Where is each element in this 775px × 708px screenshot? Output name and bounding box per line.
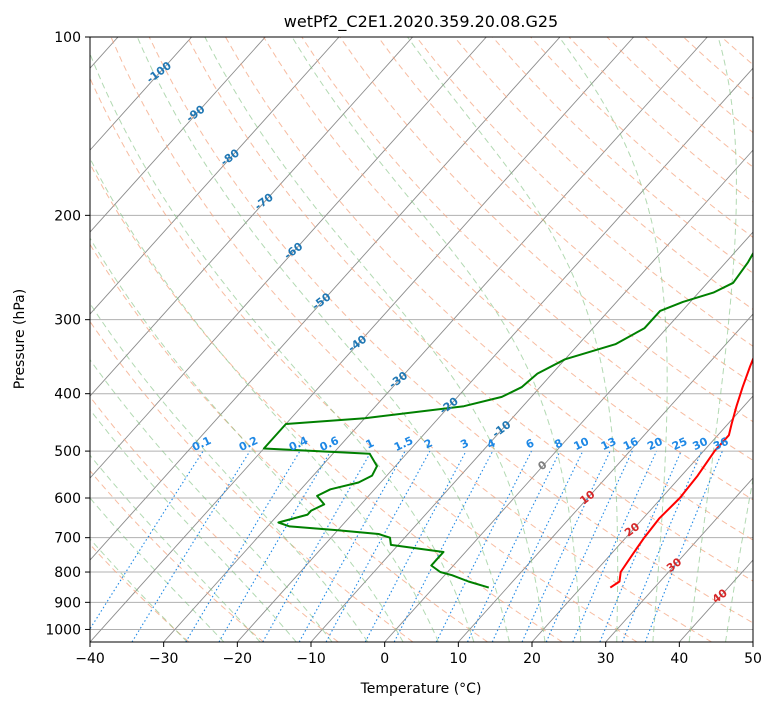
isotherm-line (90, 37, 266, 233)
y-tick-label: 300 (54, 313, 81, 329)
mixing-ratio-label: 25 (670, 435, 689, 453)
isotherm-line (384, 231, 753, 642)
mixing-ratio-line (298, 450, 406, 642)
x-tick-label: −40 (75, 651, 105, 667)
y-axis-label: Pressure (hPa) (12, 289, 28, 389)
moist-adiabat-line (688, 37, 737, 642)
y-tick-label: 200 (54, 208, 81, 224)
moist-adiabat-line (90, 237, 404, 642)
isotherm-line (605, 477, 753, 642)
dry-adiabat-line (148, 37, 753, 624)
mixing-ratio-label: 20 (645, 435, 665, 453)
x-tick-label: 20 (523, 651, 541, 667)
moist-adiabat-line (90, 408, 297, 642)
mixing-ratio-line (599, 450, 682, 642)
dry-adiabat-line (415, 37, 753, 347)
isotherm-line (236, 67, 753, 642)
mixing-ratio-line (621, 450, 703, 642)
mixing-ratio-line (131, 450, 251, 642)
isotherm-line (752, 641, 753, 642)
y-tick-label: 900 (54, 595, 81, 611)
y-tick-label: 700 (54, 531, 81, 547)
x-tick-label: 0 (380, 651, 389, 667)
mixing-ratio-line (364, 450, 467, 642)
dry-adiabat-line (90, 543, 190, 642)
mixing-ratio-label: 13 (599, 435, 618, 453)
mixing-ratio-line (545, 450, 633, 642)
mixing-ratio-label: 36 (711, 435, 731, 453)
x-tick-label: 40 (670, 651, 688, 667)
dry-adiabat-line (760, 37, 775, 642)
isotherm-line (90, 37, 413, 397)
mixing-ratio-label: 30 (691, 435, 711, 453)
dry-adiabat-line (90, 470, 264, 642)
dry-adiabat-line (90, 395, 339, 642)
isotherm-line (457, 313, 753, 642)
dry-adiabat-line (90, 243, 488, 642)
isotherm-line (90, 37, 340, 315)
isotherm-line (531, 395, 753, 642)
sounding-series (262, 251, 753, 589)
mixing-ratio-line (644, 450, 723, 642)
isotherm-line (163, 37, 708, 642)
mixing-ratio-label: 16 (621, 435, 641, 453)
y-tick-label: 1000 (45, 622, 81, 638)
y-tick-label: 600 (54, 491, 81, 507)
isotherm-line (90, 37, 192, 151)
moist-adiabat-line (407, 37, 619, 642)
moist-adiabat-line (558, 37, 668, 642)
axes: −40 −30 −20 −10 0 10 20 30 40 50 100 200 300 400 500 60… (45, 30, 762, 667)
mixing-ratio-line (435, 450, 532, 642)
plot-background (90, 37, 753, 642)
x-tick-label: 30 (597, 651, 615, 667)
x-axis-label: Temperature (°C) (360, 681, 482, 697)
temperature-line (609, 356, 753, 589)
mixing-ratio-line (325, 450, 431, 642)
isotherm-line (310, 149, 753, 642)
x-tick-label: −30 (149, 651, 179, 667)
moist-adiabat-line (90, 302, 369, 642)
moist-adiabat-line (291, 37, 582, 642)
dewpoint-line (262, 251, 753, 589)
x-tick-label: 50 (744, 651, 762, 667)
x-tick-label: 10 (449, 651, 467, 667)
y-tick-label: 100 (54, 30, 81, 46)
dry-adiabat-line (110, 37, 712, 642)
x-tick-label: −20 (223, 651, 253, 667)
y-tick-label: 500 (54, 444, 81, 460)
y-tick-label: 400 (54, 387, 81, 403)
isotherm-line (90, 37, 634, 642)
mixing-ratio-line (90, 450, 204, 630)
isotherm-line (90, 37, 561, 561)
y-tick-label: 800 (54, 565, 81, 581)
dry-adiabat-line (90, 320, 414, 642)
plot-frame (89, 36, 754, 643)
moist-adiabat-line (204, 37, 546, 642)
moist-adiabat-line (725, 476, 753, 642)
chart-title: wetPf2_C2E1.2020.359.20.08.G25 (284, 12, 558, 32)
moist-adiabat-line (90, 52, 475, 642)
dry-adiabat-line (454, 37, 753, 311)
dry-adiabat-line (90, 162, 563, 642)
mixing-ratio-line (572, 450, 658, 642)
isotherm-line (90, 37, 487, 479)
x-tick-label: −10 (296, 651, 326, 667)
moist-adiabat-line (90, 358, 333, 642)
moist-adiabat-line (90, 454, 261, 642)
moist-adiabat-line (136, 37, 510, 642)
background-lines (90, 37, 775, 642)
mixing-ratio-label: 10 (572, 435, 592, 453)
